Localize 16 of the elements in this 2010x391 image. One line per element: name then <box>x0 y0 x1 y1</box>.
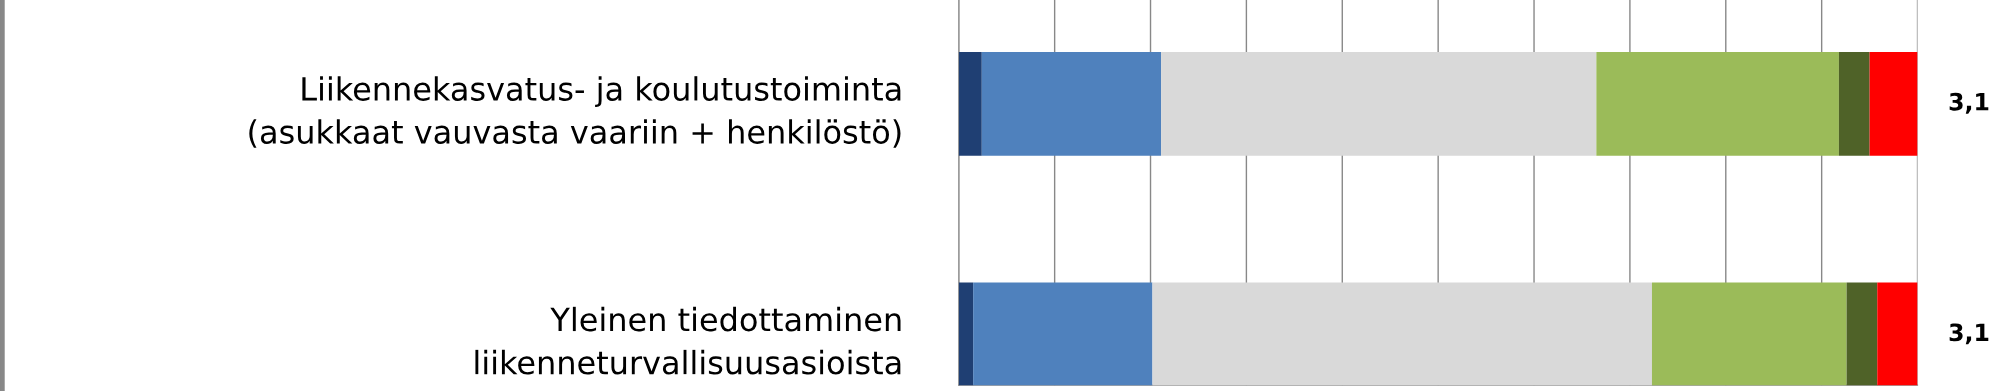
y-tick-label: Liikennekasvatus- ja koulutustoiminta (asukkaat vauvasta vaariin + henkilöstö) <box>249 76 901 148</box>
bar <box>1846 282 1878 386</box>
bar <box>1877 282 1918 386</box>
bar <box>1152 282 1652 386</box>
y-tick-label: Yleinen tiedottaminen liikenneturvallisuusasioista <box>475 306 901 375</box>
text: 3,1 <box>1949 92 1989 114</box>
bar <box>981 51 1162 156</box>
bar <box>1838 51 1870 156</box>
bar <box>1161 51 1597 156</box>
bar <box>958 51 982 156</box>
bar <box>973 282 1153 386</box>
bar <box>1596 51 1839 156</box>
text: 3,1 <box>1949 323 1989 345</box>
bar <box>1869 51 1918 156</box>
bar <box>958 282 974 386</box>
bar <box>1651 282 1847 386</box>
